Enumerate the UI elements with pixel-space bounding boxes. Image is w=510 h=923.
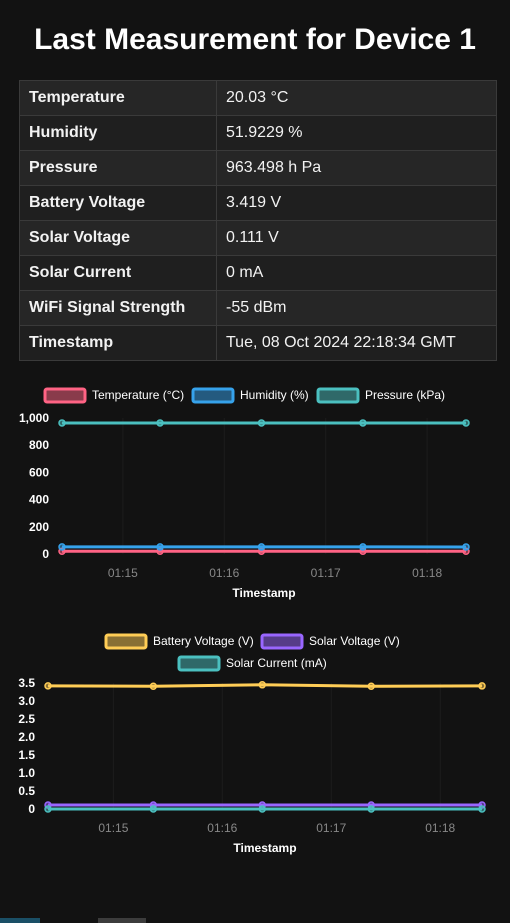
data-point: [58, 543, 66, 551]
data-point: [359, 419, 367, 427]
y-tick-label: 3.5: [18, 676, 35, 690]
row-value: -55 dBm: [216, 290, 497, 326]
table-row: WiFi Signal Strength -55 dBm: [19, 290, 497, 326]
x-tick-label: 01:16: [209, 566, 239, 580]
data-point: [149, 682, 158, 690]
table-row: Battery Voltage 3.419 V: [19, 185, 497, 221]
row-label: Timestamp: [19, 325, 217, 361]
y-tick-label: 800: [29, 438, 49, 452]
x-tick-label: 01:17: [311, 566, 341, 580]
x-axis-title: Timestamp: [232, 586, 295, 600]
data-point: [156, 543, 164, 551]
data-point: [149, 805, 158, 813]
legend-label: Battery Voltage (V): [153, 634, 254, 648]
y-tick-label: 3.0: [18, 694, 35, 708]
row-value: 51.9229 %: [216, 115, 497, 151]
data-point: [44, 805, 52, 813]
row-value: Tue, 08 Oct 2024 22:18:34 GMT: [216, 325, 497, 361]
row-value: 0.111 V: [216, 220, 497, 256]
table-row: Solar Voltage 0.111 V: [19, 220, 497, 256]
row-label: Solar Current: [19, 255, 217, 291]
legend-label: Humidity (%): [240, 388, 309, 402]
y-tick-label: 0: [28, 802, 35, 816]
row-label: Humidity: [19, 115, 217, 151]
row-label: Battery Voltage: [19, 185, 217, 221]
row-label: Solar Voltage: [19, 220, 217, 256]
y-tick-label: 1,000: [19, 411, 49, 425]
row-label: Pressure: [19, 150, 217, 186]
data-point: [478, 805, 486, 813]
data-point: [44, 682, 52, 690]
y-tick-label: 200: [29, 520, 49, 534]
y-tick-label: 600: [29, 465, 49, 479]
environment-chart[interactable]: Temperature (°C) Humidity (%) Pressure (kP…: [0, 380, 510, 610]
row-value: 0 mA: [216, 255, 497, 291]
y-tick-label: 2.0: [18, 730, 35, 744]
scrollbar-thumb[interactable]: [98, 918, 146, 923]
data-point: [258, 805, 267, 813]
legend-label: Pressure (kPa): [365, 388, 445, 402]
legend-label: Solar Current (mA): [226, 656, 327, 670]
x-tick-label: 01:18: [412, 566, 442, 580]
data-point: [257, 543, 266, 551]
data-point: [257, 419, 266, 427]
legend-label: Solar Voltage (V): [309, 634, 400, 648]
y-tick-label: 0.5: [18, 784, 35, 798]
legend-swatch: [191, 387, 235, 404]
data-point: [359, 543, 367, 551]
legend-label: Temperature (°C): [92, 388, 184, 402]
row-label: WiFi Signal Strength: [19, 290, 217, 326]
y-tick-label: 0: [42, 547, 49, 561]
legend-swatch: [316, 387, 360, 404]
y-tick-label: 1.0: [18, 766, 35, 780]
page-title: Last Measurement for Device 1: [34, 23, 476, 56]
data-point: [258, 681, 267, 689]
row-value: 20.03 °C: [216, 80, 497, 116]
x-tick-label: 01:15: [108, 566, 138, 580]
table-row: Timestamp Tue, 08 Oct 2024 22:18:34 GMT: [19, 325, 497, 361]
table-row: Solar Current 0 mA: [19, 255, 497, 291]
x-tick-label: 01:16: [207, 821, 237, 835]
data-point: [367, 682, 375, 690]
y-tick-label: 1.5: [18, 748, 35, 762]
legend-swatch: [43, 387, 87, 404]
x-tick-label: 01:18: [425, 821, 455, 835]
data-point: [58, 419, 66, 427]
data-point: [478, 682, 486, 690]
legend-swatch: [177, 655, 221, 672]
data-point: [156, 419, 164, 427]
legend-swatch: [260, 633, 304, 650]
measurement-table: Temperature 20.03 °C Humidity 51.9229 % …: [19, 80, 497, 361]
row-value: 3.419 V: [216, 185, 497, 221]
data-point: [367, 805, 375, 813]
legend-swatch: [104, 633, 148, 650]
row-label: Temperature: [19, 80, 217, 116]
scrollbar-left-segment: [0, 918, 40, 923]
table-row: Humidity 51.9229 %: [19, 115, 497, 151]
table-row: Pressure 963.498 h Pa: [19, 150, 497, 186]
data-point: [462, 543, 470, 551]
y-tick-label: 2.5: [18, 712, 35, 726]
power-chart[interactable]: Battery Voltage (V) Solar Voltage (V) Sola…: [0, 626, 510, 862]
x-tick-label: 01:17: [316, 821, 346, 835]
table-row: Temperature 20.03 °C: [19, 80, 497, 116]
x-tick-label: 01:15: [98, 821, 128, 835]
row-value: 963.498 h Pa: [216, 150, 497, 186]
y-tick-label: 400: [29, 493, 49, 507]
data-point: [462, 419, 470, 427]
x-axis-title: Timestamp: [233, 841, 296, 855]
